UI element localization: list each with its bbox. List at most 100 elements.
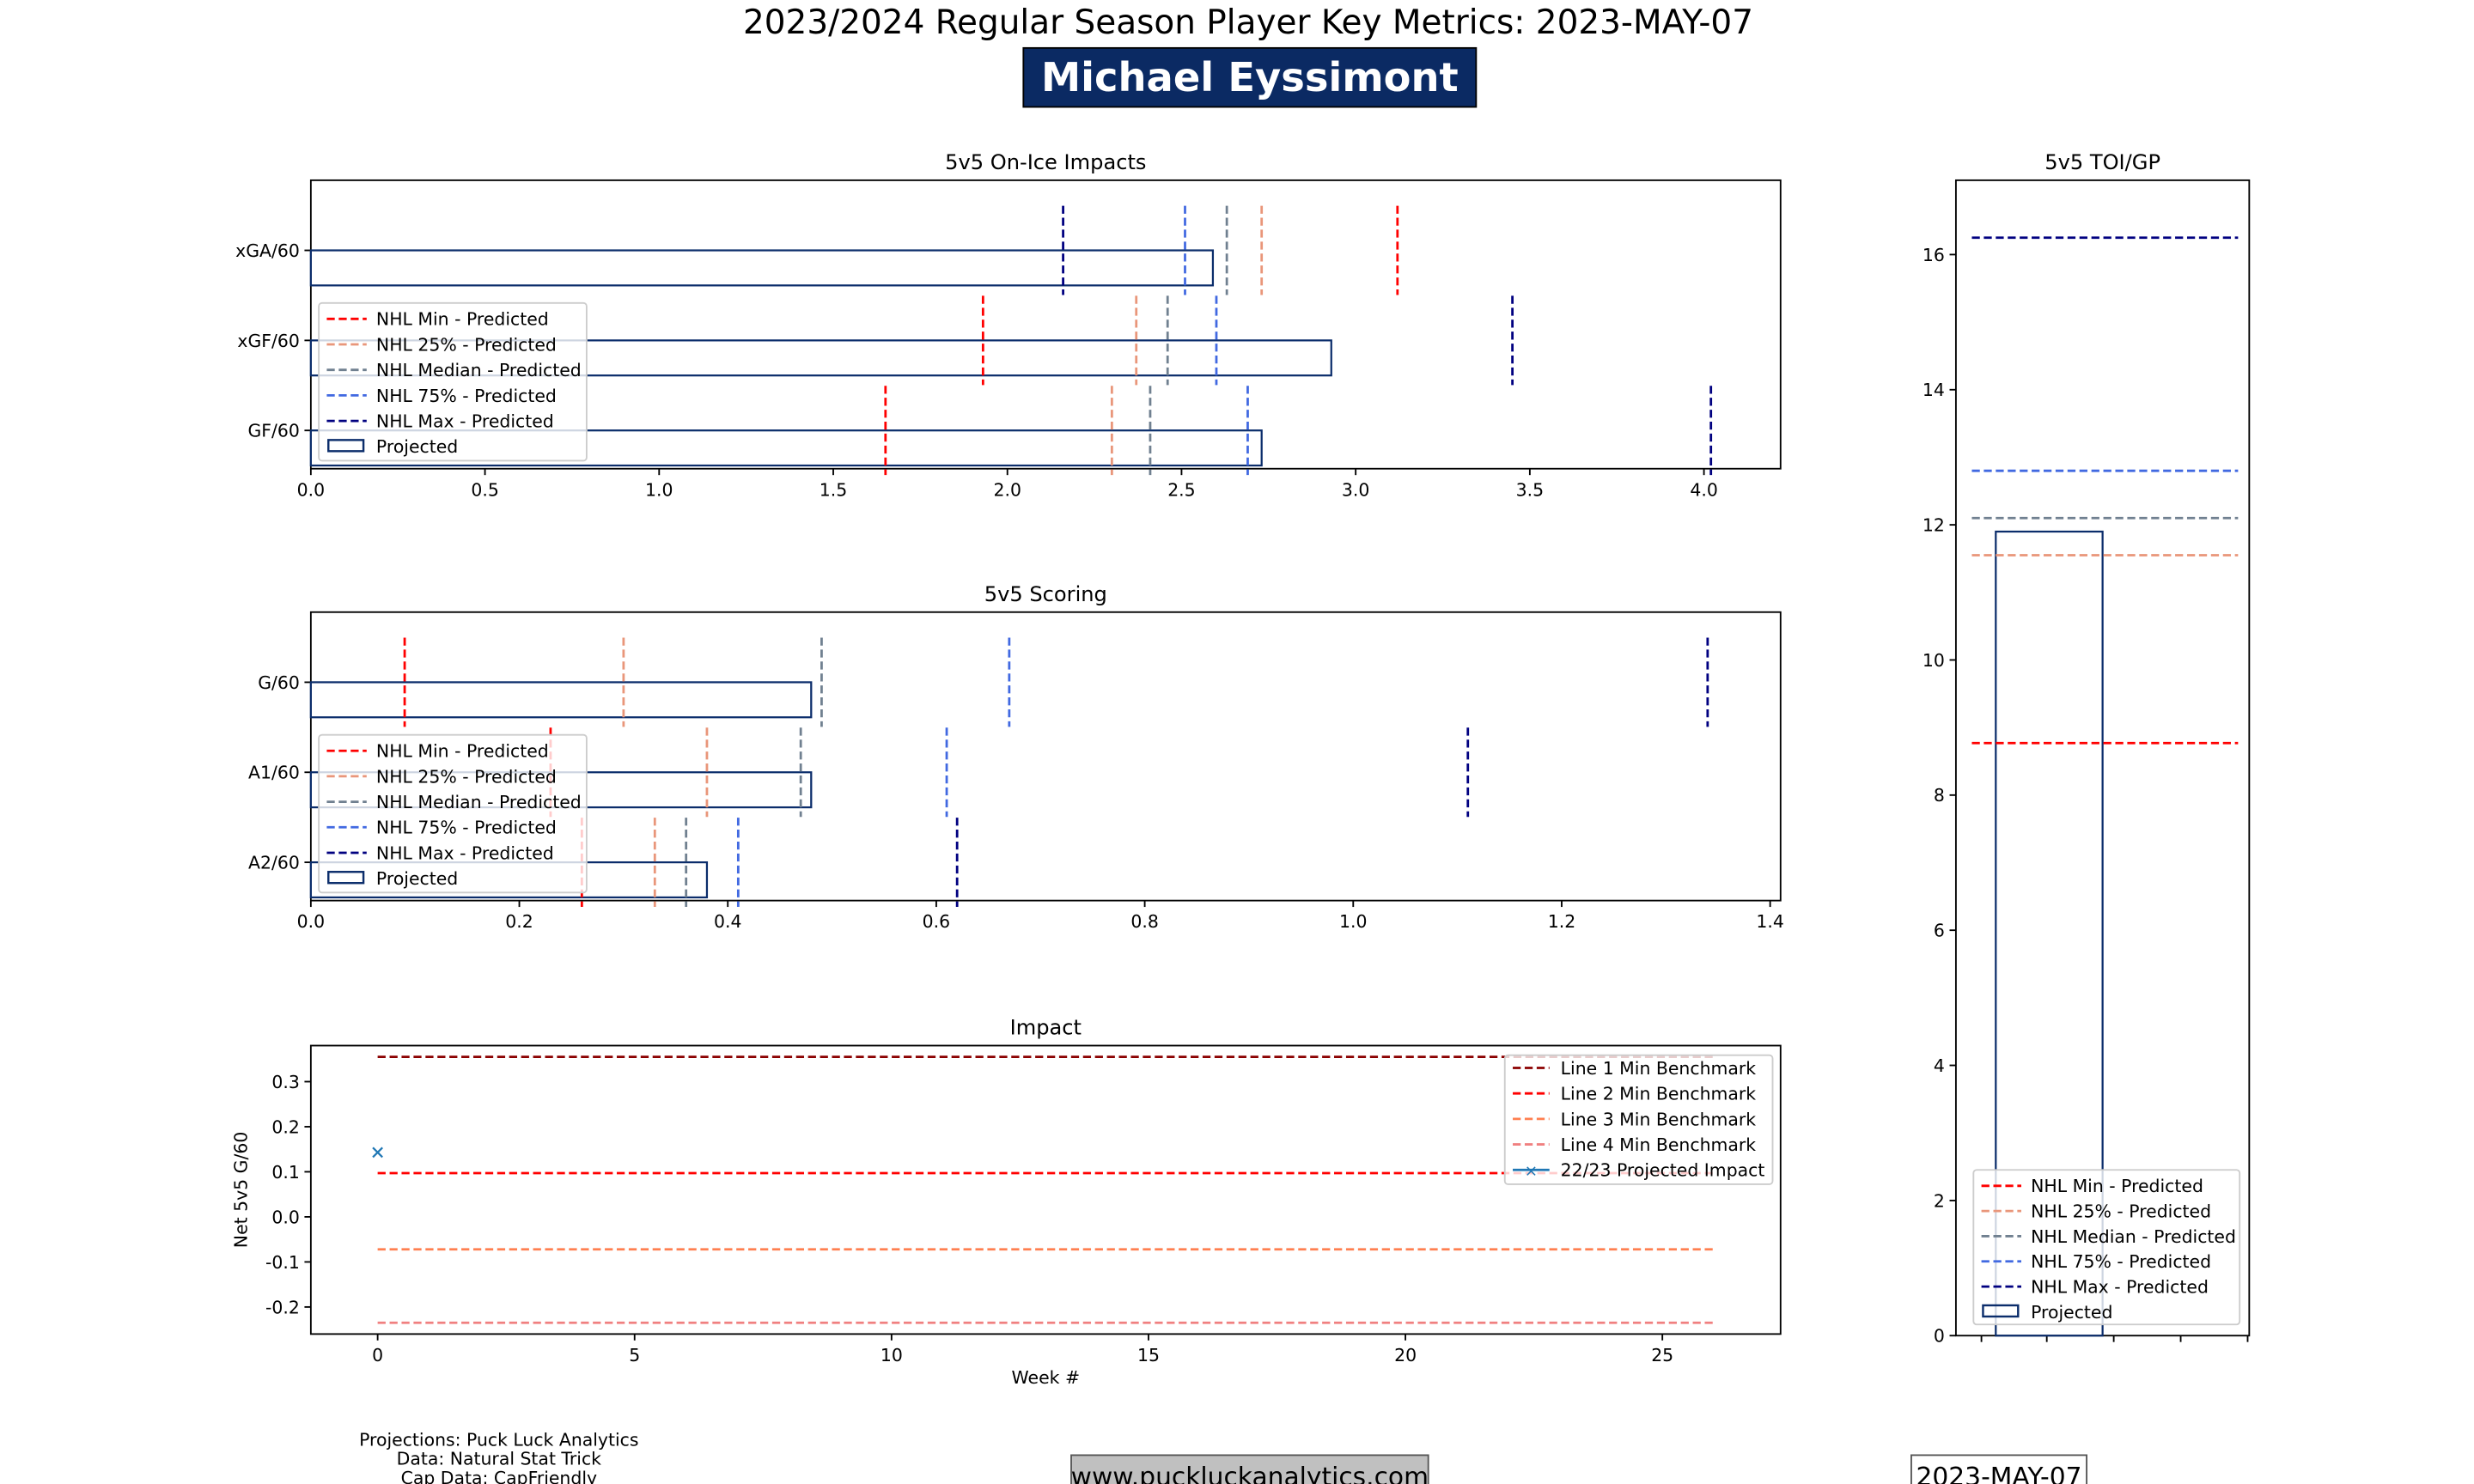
chart-onice-impacts: 5v5 On-Ice Impacts 0.0 0.5 1.0 1.5 2.0 2.5 3.0 3… (235, 150, 1782, 500)
y-tick-label: 6 (1934, 921, 1945, 941)
legend-label: NHL 25% - Predicted (376, 334, 557, 355)
x-tick-label: 0.8 (1130, 911, 1158, 932)
y-tick-label: 4 (1934, 1055, 1945, 1076)
legend-label: Line 1 Min Benchmark (1561, 1058, 1757, 1079)
y-tick-label: 14 (1923, 380, 1945, 400)
legend-label: Line 2 Min Benchmark (1561, 1084, 1757, 1104)
x-tick-label: 0.0 (297, 479, 325, 500)
y-tick-label: 0 (1934, 1326, 1945, 1347)
x-tick-label: 0.2 (505, 911, 533, 932)
chart-impact: Impact 0 5 10 15 20 25 -0.2 -0.1 0.0 0.1 0.2 0.3 Week… (231, 1016, 1782, 1388)
legend-swatch-projected (327, 871, 365, 885)
projected-bar (309, 339, 1332, 377)
y-tick-label: 8 (1934, 785, 1945, 806)
legend-frame (1972, 1169, 2241, 1326)
legend-label: NHL 75% - Predicted (376, 386, 557, 406)
projected-bar (309, 681, 813, 719)
legend-label: NHL 75% - Predicted (376, 818, 557, 838)
chart-toi-gp: 5v5 TOI/GP 0 2 4 6 8 10 12 14 16 NHL Min - Predict… (1923, 150, 2251, 1347)
x-tick-label: 1.0 (1339, 911, 1367, 932)
projected-bar (309, 249, 1215, 287)
y-tick-label: 0.0 (271, 1207, 299, 1227)
legend-label: NHL 75% - Predicted (2031, 1251, 2211, 1272)
legend-label: Projected (376, 868, 458, 889)
website-link[interactable]: www.puckluckanalytics.com (1071, 1463, 1429, 1484)
credit-cap-data: Cap Data: CapFriendly (401, 1468, 597, 1484)
y-tick-label: 0.2 (271, 1116, 299, 1137)
x-tick-label: 3.5 (1516, 479, 1544, 500)
x-tick-label: 20 (1394, 1345, 1417, 1365)
y-tick-label: -0.1 (265, 1252, 300, 1273)
x-tick-label: 3.0 (1342, 479, 1369, 500)
y-tick-label: GF/60 (247, 421, 299, 441)
player-name-box (1022, 46, 1478, 108)
x-tick-label: 5 (629, 1345, 640, 1365)
legend-label: NHL Max - Predicted (2031, 1277, 2209, 1298)
legend-label: Line 3 Min Benchmark (1561, 1109, 1757, 1129)
legend-label: NHL Min - Predicted (376, 741, 549, 762)
x-tick-label: 1.2 (1548, 911, 1575, 932)
legend-label: Projected (376, 436, 458, 457)
x-tick-label: 2.0 (993, 479, 1021, 500)
y-tick-label: -0.2 (265, 1297, 300, 1317)
legend-swatch-projected (327, 439, 365, 453)
marker-x-stroke (372, 1146, 383, 1159)
legend-label: NHL 25% - Predicted (2031, 1201, 2211, 1222)
legend-label: Line 4 Min Benchmark (1561, 1134, 1757, 1155)
x-tick-label: 1.0 (645, 479, 673, 500)
x-tick-label: 4.0 (1690, 479, 1717, 500)
y-tick-label: A1/60 (248, 763, 300, 783)
y-tick-label: 10 (1923, 650, 1945, 671)
y-tick-label: A2/60 (248, 853, 300, 873)
legend-label: NHL Median - Predicted (376, 792, 582, 812)
chart-title: 5v5 Scoring (984, 582, 1107, 606)
x-tick-label: 0 (372, 1345, 383, 1365)
legend-label: NHL Median - Predicted (376, 360, 582, 380)
y-tick-label: 16 (1923, 245, 1945, 265)
legend-frame (1503, 1054, 1774, 1185)
x-tick-label: 10 (881, 1345, 903, 1365)
legend-label: NHL Max - Predicted (376, 842, 554, 863)
x-axis-label: Week # (1012, 1367, 1081, 1388)
x-tick-label: 1.4 (1756, 911, 1783, 932)
x-tick-label: 0.5 (471, 479, 498, 500)
legend: NHL Min - Predicted NHL 25% - Predicted NH… (318, 301, 588, 462)
legend-label: NHL 25% - Predicted (376, 766, 557, 787)
y-tick-label: xGF/60 (237, 331, 299, 351)
legend-marker-icon: × (1525, 1163, 1539, 1181)
projected-impact-marker (372, 1146, 383, 1159)
x-tick-label: 0.4 (714, 911, 741, 932)
y-tick-label: xGA/60 (235, 240, 300, 261)
website-box (1070, 1454, 1429, 1484)
legend: NHL Min - Predicted NHL 25% - Predicted NH… (318, 733, 588, 894)
y-tick-label: 0.1 (271, 1162, 299, 1183)
y-tick-label: G/60 (258, 672, 300, 693)
credit-data: Data: Natural Stat Trick (397, 1449, 602, 1469)
legend-label: NHL Median - Predicted (2031, 1226, 2236, 1247)
y-tick-label: 2 (1934, 1190, 1945, 1211)
chart-scoring: 5v5 Scoring 0.0 0.2 0.4 0.6 0.8 1.0 1.2 1.4 G/60 A… (248, 582, 1784, 932)
credit-projections: Projections: Puck Luck Analytics (359, 1429, 638, 1450)
x-tick-label: 25 (1651, 1345, 1673, 1365)
legend: Line 1 Min Benchmark Line 2 Min Benchmark… (1503, 1054, 1774, 1185)
y-axis-label: Net 5v5 G/60 (231, 1132, 252, 1248)
x-tick-label: 2.5 (1167, 479, 1195, 500)
legend-label: 22/23 Projected Impact (1561, 1160, 1765, 1181)
legend-label: NHL Max - Predicted (376, 411, 554, 432)
x-tick-label: 1.5 (820, 479, 847, 500)
legend-label: NHL Min - Predicted (2031, 1176, 2203, 1196)
legend-frame (318, 301, 588, 462)
projected-bar (1995, 530, 2104, 1337)
x-tick-label: 0.6 (923, 911, 950, 932)
y-tick-label: 12 (1923, 515, 1945, 536)
chart-title: 5v5 TOI/GP (2044, 150, 2160, 174)
legend-frame (318, 733, 588, 894)
x-tick-label: 0.0 (297, 911, 325, 932)
date-box (1910, 1454, 2087, 1484)
player-name: Michael Eyssimont (1041, 54, 1459, 100)
projected-bar (309, 429, 1263, 467)
date-label: 2023-MAY-07 (1916, 1463, 2082, 1484)
legend-label: NHL Min - Predicted (376, 309, 549, 330)
chart-title: Impact (1010, 1016, 1082, 1040)
